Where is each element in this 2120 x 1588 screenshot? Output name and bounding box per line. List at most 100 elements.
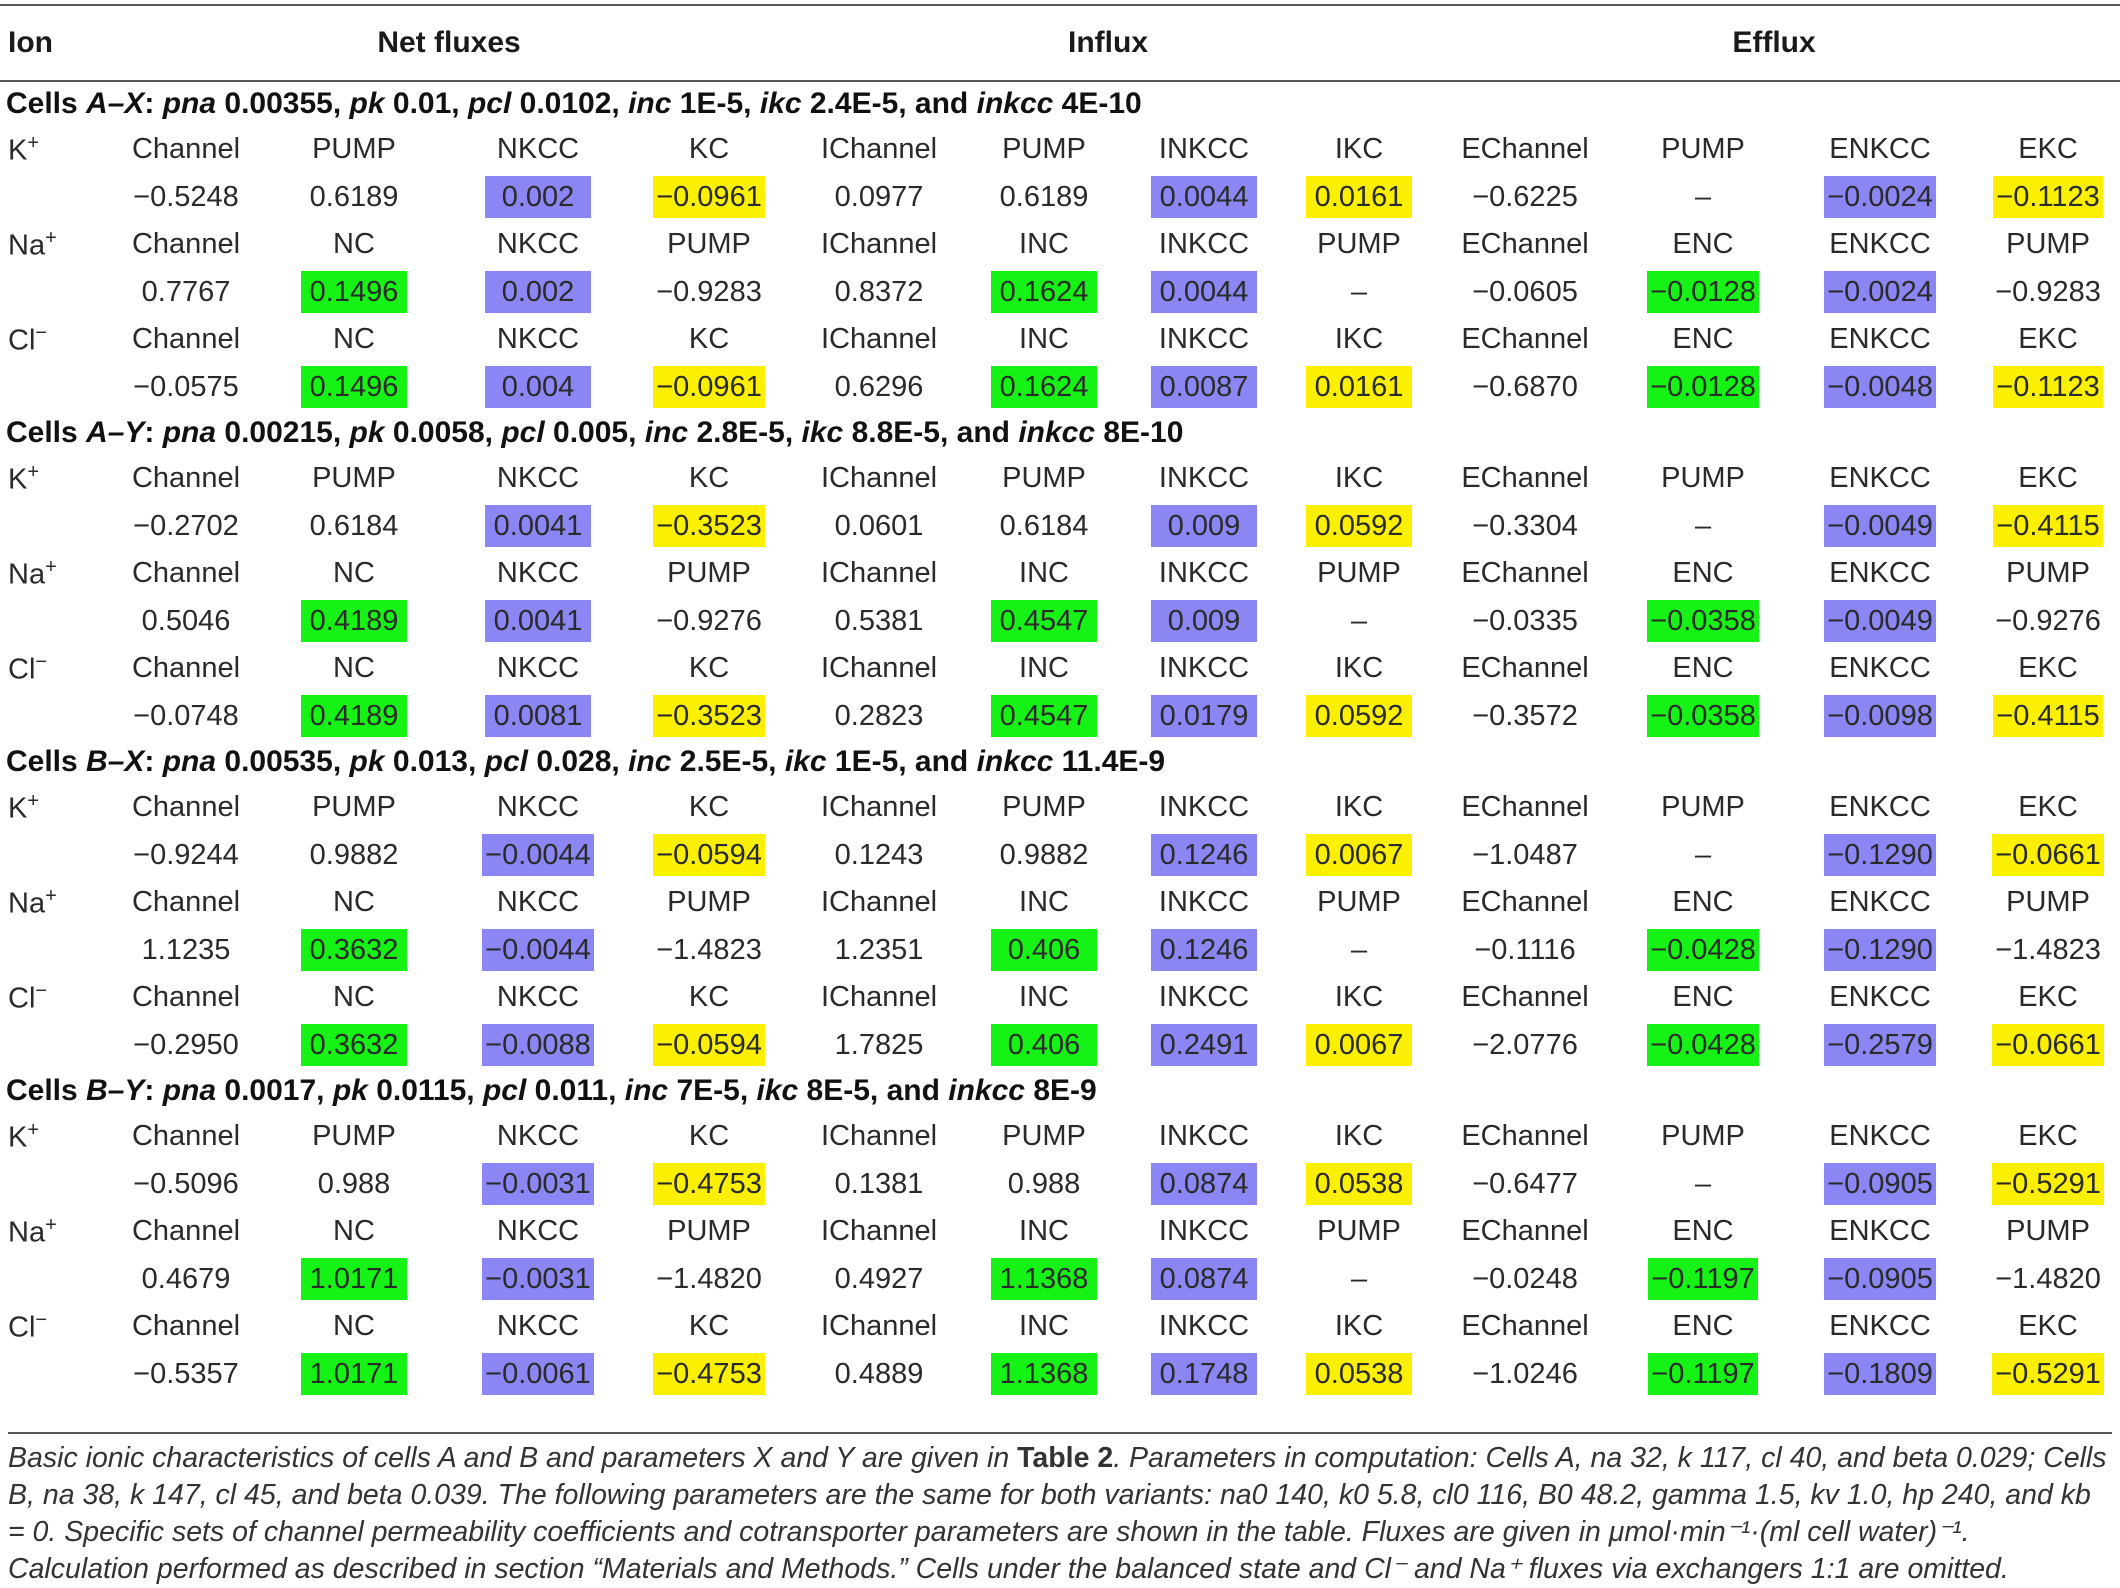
highlighted-flux-value: 0.4547 — [991, 600, 1098, 643]
highlighted-flux-value: 0.002 — [485, 176, 591, 219]
flux-value-cell: 1.1368 — [970, 1256, 1118, 1304]
flux-value-cell: −0.4115 — [1976, 693, 2120, 741]
flux-label-cell: EKC — [2018, 791, 2078, 824]
parameter-text: 0.01, — [384, 87, 468, 120]
flux-value-cell: −0.1197 — [1622, 1351, 1784, 1399]
highlighted-flux-value: −0.1197 — [1648, 1258, 1758, 1301]
ion-label — [0, 503, 110, 551]
flux-value-cell: 1.0171 — [262, 1256, 446, 1304]
flux-value-cell: −0.2702 — [133, 509, 239, 542]
highlighted-flux-value: 0.0161 — [1306, 366, 1413, 409]
table-row-na-values: 0.4679 1.0171 −0.0031 −1.4820 0.4927 1.1368 0.… — [0, 1256, 2120, 1304]
flux-label-cell: IKC — [1334, 462, 1384, 495]
flux-value-cell: −0.9283 — [1995, 275, 2101, 308]
highlighted-flux-value: 0.4547 — [991, 695, 1098, 738]
highlighted-flux-value: 0.1624 — [991, 271, 1098, 314]
flux-value-cell: – — [1350, 1262, 1368, 1295]
highlighted-flux-value: −0.4753 — [653, 1163, 765, 1206]
table-row-k-values: −0.9244 0.9882 −0.0044 −0.0594 0.1243 0.9882 0… — [0, 832, 2120, 880]
flux-value-cell: −0.0358 — [1622, 693, 1784, 741]
flux-label-cell: INC — [1019, 228, 1069, 261]
parameter-name: B–Y — [86, 1074, 145, 1107]
flux-value-cell: −0.4115 — [1976, 503, 2120, 551]
flux-value-cell: 0.0977 — [834, 180, 924, 213]
highlighted-flux-value: −0.0048 — [1824, 366, 1936, 409]
table-row-k-labels: K+ Channel PUMP NKCC KC IChannel PUMP INKCC IKC E… — [0, 455, 2120, 503]
highlighted-flux-value: 1.0171 — [301, 1258, 407, 1301]
flux-value-cell: 0.4189 — [262, 693, 446, 741]
flux-label-cell: NKCC — [496, 981, 580, 1014]
flux-value-cell: −0.0049 — [1784, 503, 1976, 551]
flux-value-cell: 0.009 — [1118, 598, 1290, 646]
flux-value-cell: −0.0605 — [1472, 275, 1578, 308]
flux-value-cell: −0.9276 — [656, 604, 762, 637]
parameter-text: 0.013, — [384, 745, 485, 778]
flux-value-cell: −0.0961 — [630, 364, 788, 412]
flux-value-cell: 0.4547 — [970, 598, 1118, 646]
parameter-text: 2.5E-5, — [671, 745, 785, 778]
flux-value-cell: 0.0067 — [1290, 1022, 1428, 1070]
flux-value-cell: −0.9276 — [1995, 604, 2101, 637]
highlighted-flux-value: 0.009 — [1151, 600, 1258, 643]
flux-value-cell: 0.4547 — [970, 693, 1118, 741]
flux-label-cell: KC — [688, 791, 730, 824]
table-row-cl-values: −0.0748 0.4189 0.0081 −0.3523 0.2823 0.4547 0.… — [0, 693, 2120, 741]
flux-label-cell: PUMP — [2006, 228, 2090, 261]
flux-value-cell: 0.1496 — [262, 364, 446, 412]
flux-value-cell: −0.0048 — [1784, 364, 1976, 412]
flux-label-cell: PUMP — [1661, 462, 1745, 495]
parameter-set-row: Cells A–Y: pna 0.00215, pk 0.0058, pcl 0… — [0, 411, 2120, 455]
flux-label-cell: IKC — [1334, 1310, 1384, 1343]
highlighted-flux-value: 0.0592 — [1306, 695, 1413, 738]
highlighted-flux-value: −0.0128 — [1647, 271, 1759, 314]
flux-label-cell: PUMP — [1002, 133, 1086, 166]
flux-label-cell: INC — [1019, 1215, 1069, 1248]
flux-label-cell: IChannel — [820, 1310, 938, 1343]
flux-label-cell: Channel — [131, 981, 241, 1014]
flux-value-cell: 0.0161 — [1290, 174, 1428, 222]
flux-value-cell: 0.1381 — [834, 1167, 924, 1200]
flux-value-cell: −0.0428 — [1622, 927, 1784, 975]
table-row-cl-values: −0.0575 0.1496 0.004 −0.0961 0.6296 0.1624 0.0… — [0, 364, 2120, 412]
flux-value-cell: 0.009 — [1118, 503, 1290, 551]
flux-label-cell: NC — [333, 323, 375, 356]
footnote-table-reference[interactable]: Table 2 — [1017, 1442, 1114, 1474]
highlighted-flux-value: −0.0961 — [653, 366, 765, 409]
table-row-na-labels: Na+ Channel NC NKCC PUMP IChannel INC INKCC PUMP… — [0, 550, 2120, 598]
flux-label-cell: ENKCC — [1829, 557, 1931, 590]
flux-value-cell: −0.1290 — [1784, 927, 1976, 975]
highlighted-flux-value: −0.5291 — [1992, 1163, 2104, 1206]
flux-value-cell: 0.4189 — [262, 598, 446, 646]
ion-label — [0, 1161, 110, 1209]
ion-label: K+ — [8, 789, 40, 825]
flux-label-cell: PUMP — [1317, 886, 1401, 919]
highlighted-flux-value: −0.1197 — [1648, 1353, 1758, 1396]
highlighted-flux-value: −0.1123 — [1993, 366, 2103, 409]
ion-label: Na+ — [8, 1213, 57, 1249]
flux-label-cell: IKC — [1334, 323, 1384, 356]
highlighted-flux-value: 0.0041 — [485, 505, 591, 548]
highlighted-flux-value: −0.0049 — [1824, 505, 1936, 548]
highlighted-flux-value: −0.0905 — [1824, 1163, 1936, 1206]
flux-label-cell: IChannel — [820, 886, 938, 919]
flux-label-cell: PUMP — [1002, 1120, 1086, 1153]
flux-label-cell: IChannel — [820, 462, 938, 495]
flux-value-cell: 0.002 — [446, 269, 630, 317]
highlighted-flux-value: 0.1496 — [301, 271, 407, 314]
highlighted-flux-value: −0.0024 — [1824, 271, 1936, 314]
parameter-name: inkcc — [976, 745, 1054, 778]
flux-label-cell: INKCC — [1158, 1120, 1250, 1153]
flux-label-cell: EKC — [2018, 652, 2078, 685]
flux-label-cell: EKC — [2018, 1120, 2078, 1153]
flux-value-cell: −1.4820 — [656, 1262, 762, 1295]
flux-label-cell: NKCC — [496, 228, 580, 261]
highlighted-flux-value: 0.0592 — [1306, 505, 1413, 548]
highlighted-flux-value: −0.0594 — [653, 834, 765, 877]
flux-label-cell: PUMP — [1661, 1120, 1745, 1153]
flux-value-cell: 0.0041 — [446, 598, 630, 646]
flux-label-cell: NKCC — [496, 1215, 580, 1248]
flux-value-cell: −0.0031 — [446, 1256, 630, 1304]
highlighted-flux-value: −0.3523 — [653, 505, 765, 548]
parameter-text: : — [144, 745, 163, 778]
table-row-na-labels: Na+ Channel NC NKCC PUMP IChannel INC INKCC PUMP… — [0, 1208, 2120, 1256]
